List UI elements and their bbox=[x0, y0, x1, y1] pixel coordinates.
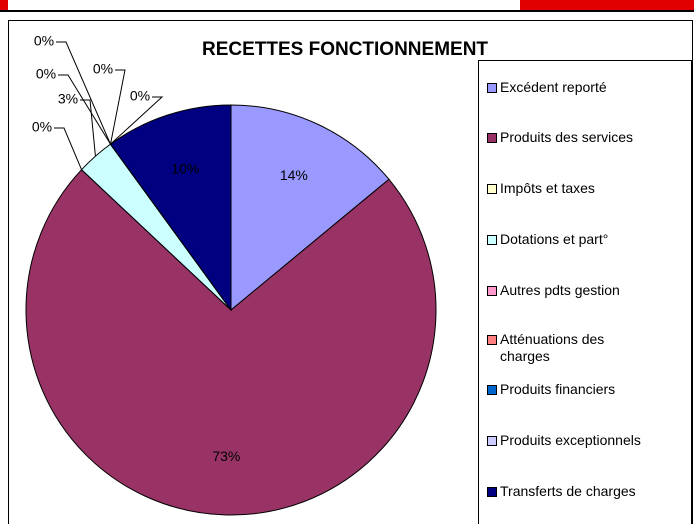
data-label: 14% bbox=[280, 167, 308, 183]
legend-item: Produits financiers bbox=[487, 381, 690, 398]
legend-label: Transferts de charges bbox=[500, 483, 636, 499]
data-label: 3% bbox=[58, 91, 78, 107]
legend-swatch bbox=[487, 487, 497, 497]
leader-line bbox=[110, 96, 164, 145]
pie-slice bbox=[25, 168, 437, 516]
legend-label: Atténuations des charges bbox=[500, 331, 605, 364]
legend-label: Autres pdts gestion bbox=[500, 282, 620, 298]
legend-swatch bbox=[487, 83, 497, 93]
legend-item: Produits exceptionnels bbox=[487, 432, 690, 449]
legend-item: Produits des services bbox=[487, 129, 690, 146]
pie-slice bbox=[230, 104, 390, 312]
data-label: 0% bbox=[34, 33, 54, 49]
data-label: 0% bbox=[130, 88, 150, 104]
legend-swatch bbox=[487, 286, 497, 296]
legend-swatch bbox=[487, 184, 497, 194]
pie-slice bbox=[109, 104, 232, 312]
data-label: 10% bbox=[171, 160, 199, 176]
legend-item: Excédent reporté bbox=[487, 79, 690, 96]
header-bar bbox=[520, 0, 694, 10]
leader-line bbox=[110, 69, 126, 145]
data-label: 0% bbox=[32, 119, 52, 135]
legend-label: Dotations et part° bbox=[500, 231, 609, 247]
data-label: 0% bbox=[36, 66, 56, 82]
legend-item: Atténuations des charges bbox=[487, 331, 640, 365]
data-label: 73% bbox=[212, 448, 240, 464]
legend-swatch bbox=[487, 235, 497, 245]
leader-line bbox=[80, 99, 96, 157]
legend-label: Excédent reporté bbox=[500, 79, 607, 95]
leader-line bbox=[54, 127, 83, 170]
leader-line bbox=[58, 74, 111, 145]
legend-label: Produits exceptionnels bbox=[500, 432, 641, 448]
legend-item: Transferts de charges bbox=[487, 483, 690, 500]
data-label: 0% bbox=[93, 61, 113, 77]
legend-item: Dotations et part° bbox=[487, 231, 690, 248]
legend-label: Produits financiers bbox=[500, 381, 616, 397]
legend-swatch bbox=[487, 436, 497, 446]
legend-swatch bbox=[487, 335, 497, 345]
chart-frame bbox=[8, 20, 693, 524]
legend-swatch bbox=[487, 133, 497, 143]
legend-item: Impôts et taxes bbox=[487, 180, 690, 197]
legend-swatch bbox=[487, 385, 497, 395]
corner-mark bbox=[0, 0, 8, 10]
legend: Excédent reporté Produits des services Imp… bbox=[478, 60, 692, 524]
legend-label: Impôts et taxes bbox=[500, 180, 595, 196]
legend-item: Autres pdts gestion bbox=[487, 282, 690, 299]
leader-line bbox=[56, 41, 111, 145]
chart-title: RECETTES FONCTIONNEMENT bbox=[202, 39, 488, 60]
legend-label: Produits des services bbox=[500, 129, 634, 145]
